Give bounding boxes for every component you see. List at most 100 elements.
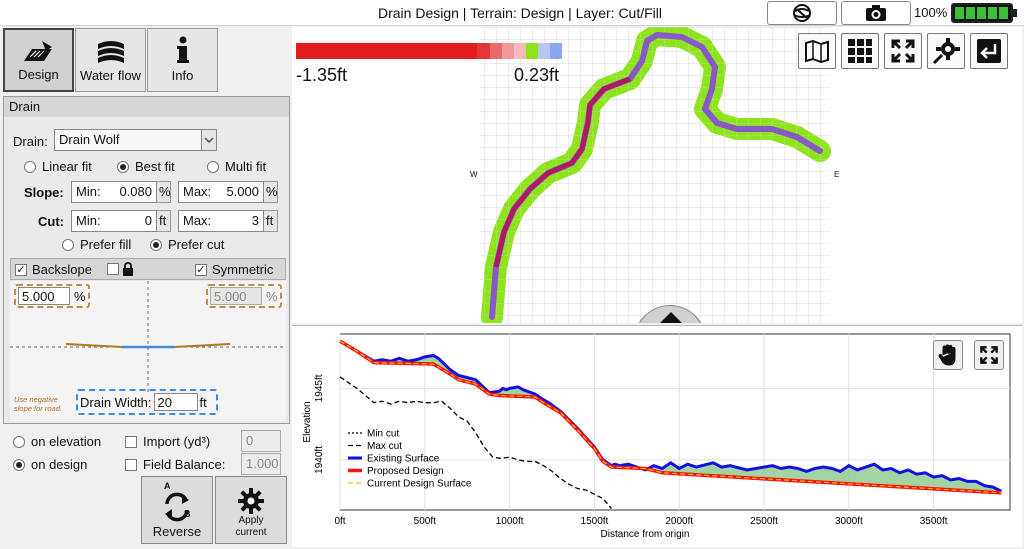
bottom-options: on elevation on design Import (yd³) 0 Fi… [3, 426, 290, 546]
x-tick-label: 500ft [414, 516, 436, 527]
fullscreen-icon [980, 346, 998, 364]
slope-label: Slope: [24, 185, 64, 200]
import-checkbox[interactable]: Import (yd³) [125, 434, 210, 449]
globe-button[interactable] [767, 1, 837, 25]
legend-swatch [477, 43, 490, 59]
prefer-cut-label: Prefer cut [168, 237, 225, 252]
apply-label-2: current [235, 527, 267, 538]
legend-swatch [429, 43, 442, 59]
reverse-button[interactable]: A B Reverse [141, 476, 213, 544]
tab-design[interactable]: Design [3, 28, 74, 92]
on-elevation-label: on elevation [31, 434, 102, 449]
legend-label: Proposed Design [367, 466, 444, 477]
exit-icon [977, 39, 1001, 63]
slope-max-unit: % [264, 181, 278, 203]
prefer-fill-radio[interactable]: Prefer fill [62, 237, 131, 252]
reverse-label: Reverse [152, 524, 202, 539]
checkbox-checked-icon: ✓ [15, 263, 27, 276]
linear-fit-label: Linear fit [42, 159, 92, 174]
drain-width-field[interactable]: Drain Width: 20 ft [76, 389, 218, 415]
window-title: Drain Design | Terrain: Design | Layer: … [377, 5, 662, 21]
drain-width-value: 20 [153, 393, 198, 411]
tab-info[interactable]: Info [147, 28, 218, 92]
pan-button[interactable] [933, 340, 963, 370]
prefer-cut-radio[interactable]: Prefer cut [150, 237, 224, 252]
tab-water-flow[interactable]: Water flow [75, 28, 146, 92]
apply-current-button[interactable]: Apply current [215, 476, 287, 544]
chart-fullscreen-button[interactable] [974, 340, 1004, 370]
backslope-right-field[interactable]: 5.000 % [206, 284, 282, 308]
slope-min-value: 0.080 [119, 184, 152, 199]
drain-width-label: Drain Width: [80, 394, 152, 410]
cut-min-field[interactable]: Min: 0 [71, 210, 157, 232]
radio-icon [62, 238, 74, 251]
fullscreen-button[interactable] [884, 33, 922, 69]
cut-max-value: 3 [251, 213, 259, 228]
multi-fit-radio[interactable]: Multi fit [207, 159, 266, 174]
field-balance-checkbox[interactable]: Field Balance: [125, 457, 225, 472]
slope-max-field[interactable]: Max: 5.000 [178, 181, 264, 203]
cut-min-unit: ft [157, 210, 171, 232]
lock-icon [123, 262, 133, 276]
legend-swatch [320, 43, 333, 59]
radio-selected-icon [13, 458, 25, 471]
field-balance-label: Field Balance: [143, 457, 226, 472]
grid-button[interactable] [841, 33, 879, 69]
panel-header: Drain [4, 97, 289, 117]
cut-max-field[interactable]: Max: 3 [178, 210, 264, 232]
y-axis-label: Elevation [302, 401, 313, 442]
import-label: Import (yd³) [143, 434, 211, 449]
on-elevation-radio[interactable]: on elevation [13, 434, 101, 449]
title-bar: Drain Design | Terrain: Design | Layer: … [0, 0, 1024, 26]
symmetric-checkbox[interactable]: ✓ Symmetric [195, 262, 273, 277]
lock-checkbox[interactable] [107, 262, 134, 276]
backslope-checkbox[interactable]: ✓ Backslope [15, 262, 92, 277]
legend-swatch [356, 43, 369, 59]
field-balance-field[interactable]: 1.000 [241, 453, 281, 475]
y-tick-label: 1945ft [314, 374, 325, 402]
collapse-chart-button[interactable] [634, 305, 706, 323]
design-icon [23, 41, 52, 61]
map-view-button[interactable] [798, 33, 836, 69]
x-tick-label: 2500ft [750, 516, 778, 527]
legend-swatch [501, 43, 514, 59]
linear-fit-radio[interactable]: Linear fit [24, 159, 92, 174]
checkbox-checked-icon: ✓ [195, 263, 207, 276]
cut-label: Cut: [38, 214, 64, 229]
backslope-right-value: 5.000 [210, 287, 262, 305]
drain-select[interactable]: Drain Wolf [54, 129, 202, 151]
drain-label: Drain: [13, 134, 48, 149]
drain-panel: Drain Drain: Drain Wolf Linear fit Best … [3, 96, 290, 424]
exit-button[interactable] [970, 33, 1008, 69]
backslope-left-field[interactable]: 5.000 % [14, 284, 90, 308]
x-tick-label: 3500ft [920, 516, 948, 527]
multi-fit-label: Multi fit [225, 159, 267, 174]
x-tick-label: 1000ft [496, 516, 524, 527]
legend-swatch [441, 43, 454, 59]
map-view-icon [805, 39, 829, 63]
import-field[interactable]: 0 [241, 430, 281, 452]
best-fit-radio[interactable]: Best fit [117, 159, 175, 174]
slope-min-field[interactable]: Min: 0.080 [71, 181, 157, 203]
cut-fill-legend-bar [296, 43, 563, 59]
settings-button[interactable] [927, 33, 965, 69]
globe-icon [793, 4, 811, 22]
camera-button[interactable] [841, 1, 911, 25]
legend-label: Current Design Surface [367, 479, 472, 490]
on-design-radio[interactable]: on design [13, 457, 87, 472]
map-view[interactable]: W E -1.35ft 0.23ft [292, 27, 1022, 323]
compass-east: E [834, 170, 840, 179]
chevron-up-icon [660, 312, 682, 323]
legend-swatch [404, 43, 417, 59]
drain-dropdown-button[interactable] [201, 129, 217, 151]
x-tick-label: 2000ft [665, 516, 693, 527]
cross-section-diagram [10, 281, 286, 393]
radio-icon [207, 160, 219, 173]
radio-selected-icon [150, 238, 162, 251]
profile-chart: 0ft 500ft 1000ft 1500ft 2000ft 2500ft 3000ft 35… [302, 333, 1011, 540]
reverse-a-label: A [164, 481, 171, 491]
backslope-hint: Use negative slope for road. [14, 395, 62, 413]
battery-icon [951, 3, 1013, 23]
legend-swatch [489, 43, 502, 59]
x-axis-label: Distance from origin [601, 529, 690, 540]
